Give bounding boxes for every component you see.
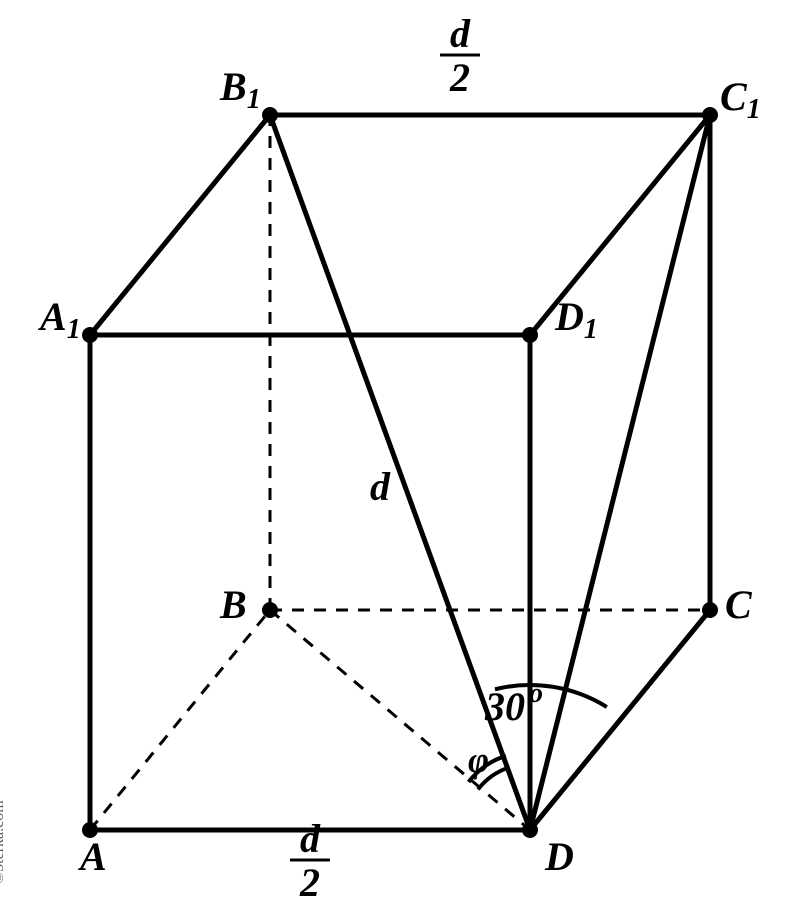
label-C1: C1 xyxy=(720,74,761,125)
label-diagonal-d: d xyxy=(370,464,391,509)
edge-A-B xyxy=(90,610,270,830)
label-D1: D1 xyxy=(554,294,598,345)
prism-diagram: ABCDA1B1C1D1dd2d230oφ xyxy=(0,0,786,924)
vertex-C1 xyxy=(702,107,718,123)
vertex-A1 xyxy=(82,327,98,343)
diagram-container: ABCDA1B1C1D1dd2d230oφ ©5terka.com xyxy=(0,0,786,924)
label-A1: A1 xyxy=(37,294,81,345)
label-angle-30: 30o xyxy=(484,678,543,729)
label-B1: B1 xyxy=(219,64,261,115)
edge-A1-B1 xyxy=(90,115,270,335)
watermark-text: ©5terka.com xyxy=(0,800,8,884)
fraction-top-num: d xyxy=(450,11,471,56)
fraction-bottom-den: 2 xyxy=(299,860,320,905)
fraction-bottom-num: d xyxy=(300,816,321,861)
fraction-top-den: 2 xyxy=(449,55,470,100)
vertex-D xyxy=(522,822,538,838)
vertex-B1 xyxy=(262,107,278,123)
label-A: A xyxy=(77,834,107,879)
label-C: C xyxy=(725,582,753,627)
label-D: D xyxy=(544,834,574,879)
label-B: B xyxy=(219,582,247,627)
label-angle-phi: φ xyxy=(468,740,489,780)
vertex-C xyxy=(702,602,718,618)
vertex-D1 xyxy=(522,327,538,343)
vertex-B xyxy=(262,602,278,618)
